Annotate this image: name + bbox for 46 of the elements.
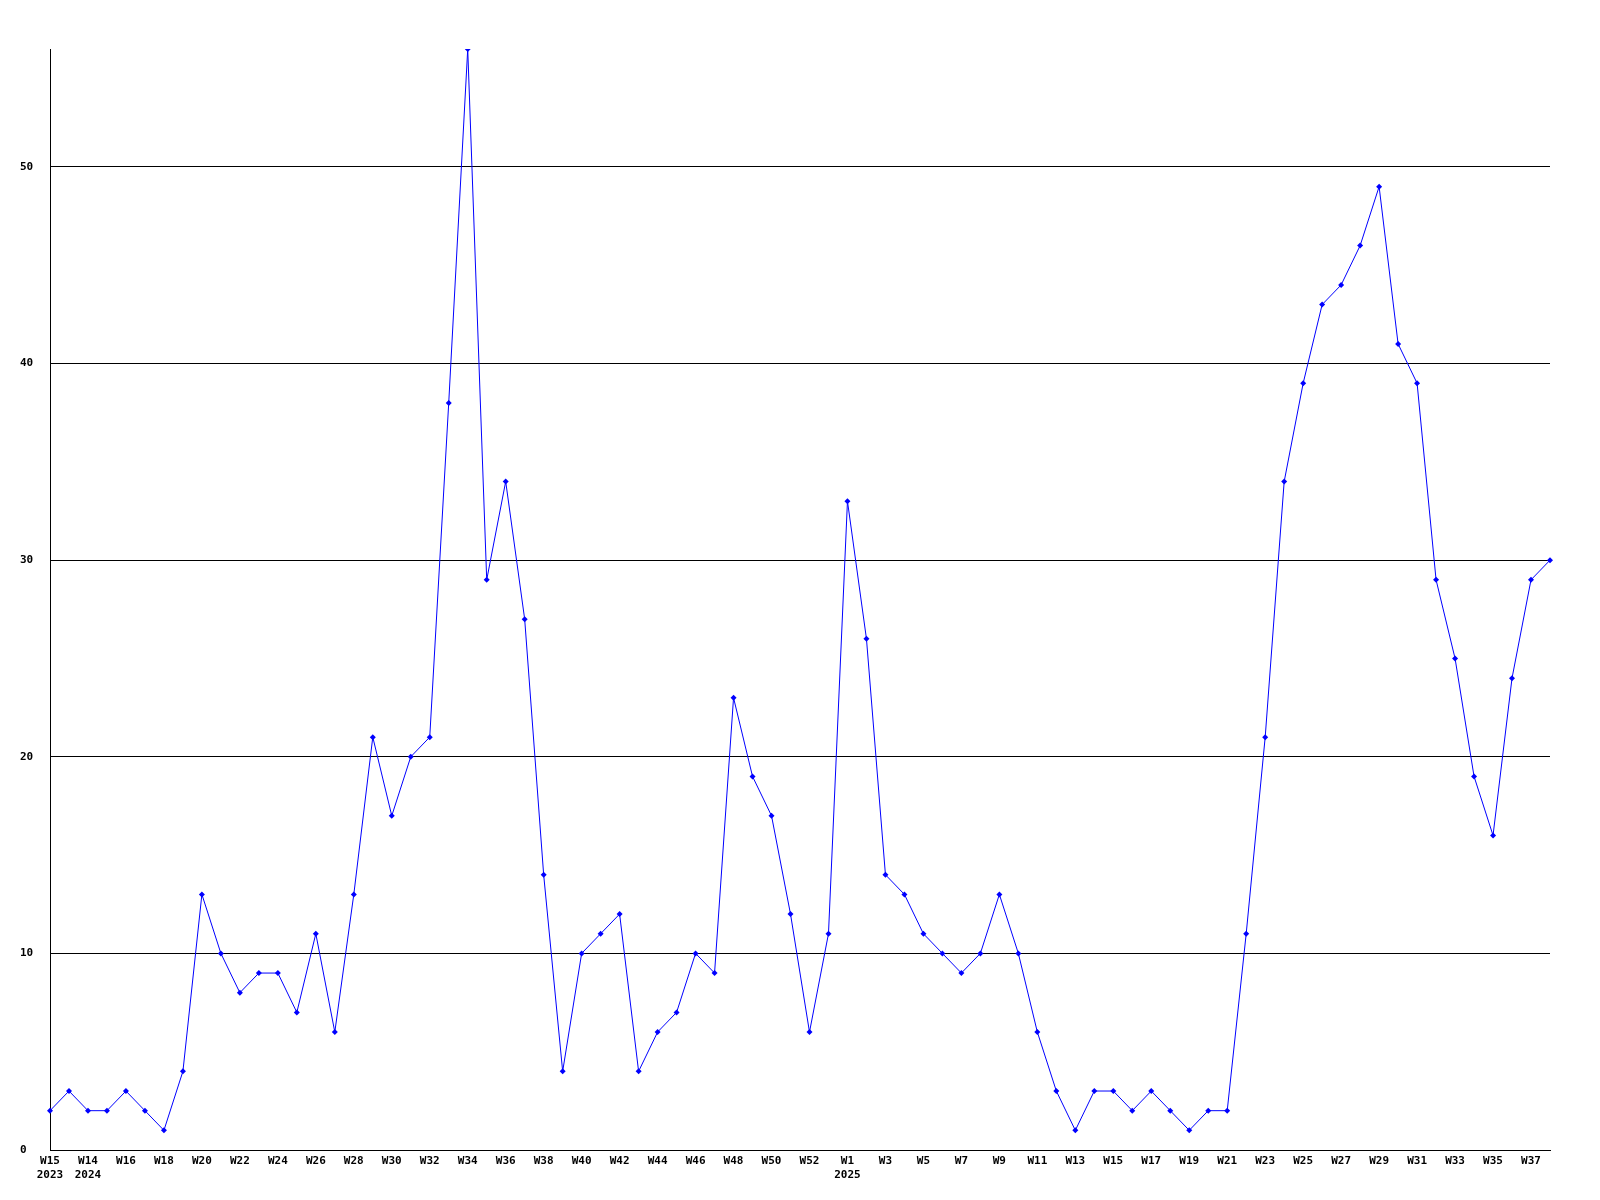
x-tick-label: W23 bbox=[1255, 1154, 1276, 1168]
x-tick-label: W7 bbox=[954, 1154, 969, 1168]
x-tick-label: W42 bbox=[609, 1154, 630, 1168]
x-tick-label: W24 bbox=[267, 1154, 289, 1168]
x-tick-label: W25 bbox=[1293, 1154, 1314, 1168]
x-tick-label: W30 bbox=[381, 1154, 402, 1168]
x-tick-label: W46 bbox=[685, 1154, 706, 1168]
x-tick-label: W35 bbox=[1483, 1154, 1503, 1168]
x-tick-label: W36 bbox=[495, 1154, 516, 1168]
x-tick-label: W16 bbox=[116, 1154, 137, 1168]
y-tick-label: 40 bbox=[20, 356, 34, 370]
x-tick-label: W50 bbox=[761, 1154, 782, 1168]
x-tick-label: W38 bbox=[533, 1154, 554, 1168]
x-tick-label: W9 bbox=[992, 1154, 1006, 1168]
x-tick-label: W52 bbox=[799, 1154, 820, 1168]
x-tick-label: W3 bbox=[878, 1154, 893, 1168]
x-tick-label: W32 bbox=[419, 1154, 440, 1168]
x-tick-label: W5 bbox=[916, 1154, 931, 1168]
x-tick-label: W21 bbox=[1217, 1154, 1238, 1168]
x-tick-label: W26 bbox=[305, 1154, 327, 1168]
x-tick-label: W34 bbox=[457, 1154, 479, 1168]
x-tick-label: W11 bbox=[1027, 1154, 1048, 1168]
x-tick-label: W31 bbox=[1407, 1154, 1428, 1168]
x-tick-label: W28 bbox=[343, 1154, 364, 1168]
x-tick-label: W48 bbox=[723, 1154, 744, 1168]
y-tick-label: 10 bbox=[20, 946, 34, 960]
x-tick-label: W20 bbox=[191, 1154, 212, 1168]
x-tick-label: W40 bbox=[571, 1154, 592, 1168]
x-tick-label: W33 bbox=[1445, 1154, 1465, 1168]
x-tick-label: W19 bbox=[1179, 1154, 1200, 1168]
y-tick-label: 50 bbox=[20, 159, 34, 173]
x-tick-label: W18 bbox=[153, 1154, 174, 1168]
x-tick-label: W15 2023 bbox=[36, 1154, 64, 1181]
x-tick-label: W14 2024 bbox=[74, 1154, 102, 1181]
x-tick-label: W1 2025 bbox=[834, 1154, 861, 1181]
x-tick-label: W37 bbox=[1521, 1154, 1541, 1168]
x-tick-label: W29 bbox=[1369, 1154, 1390, 1168]
x-tick-label: W13 bbox=[1065, 1154, 1086, 1168]
x-tick-label: W22 bbox=[229, 1154, 250, 1168]
x-tick-label: W17 bbox=[1141, 1154, 1162, 1168]
x-tick-label: W27 bbox=[1331, 1154, 1352, 1168]
y-tick-label: 20 bbox=[20, 749, 34, 763]
x-tick-label: W44 bbox=[647, 1154, 668, 1168]
y-tick-label: 0 bbox=[20, 1142, 27, 1156]
y-tick-label: 30 bbox=[20, 553, 34, 567]
x-tick-label: W15 bbox=[1103, 1154, 1124, 1168]
